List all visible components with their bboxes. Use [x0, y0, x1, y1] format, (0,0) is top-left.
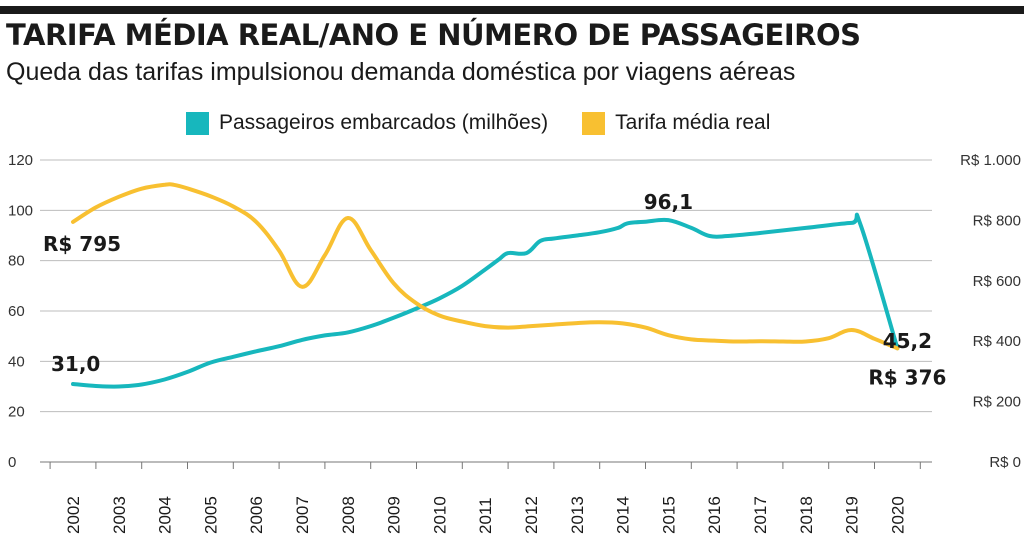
chart-subtitle: Queda das tarifas impulsionou demanda do… [6, 58, 796, 86]
x-tick-label: 2011 [476, 497, 495, 534]
x-tick-label: 2014 [614, 496, 633, 534]
x-tick-label: 2005 [201, 496, 220, 534]
top-rule [0, 6, 1024, 14]
x-tick-label: 2017 [751, 496, 770, 534]
data-label: R$ 795 [43, 232, 121, 256]
x-tick-label: 2020 [888, 496, 907, 534]
x-tick-label: 2013 [568, 496, 587, 534]
y-left-tick-label: 120 [8, 152, 33, 169]
y-left-tick-label: 100 [8, 202, 33, 219]
data-label: 45,2 [883, 329, 932, 353]
y-axis-left: 0 20 40 60 80 100 120 [8, 152, 33, 471]
x-tick-label: 2018 [797, 496, 816, 534]
x-tick-label: 2012 [522, 496, 541, 534]
legend-label-passageiros: Passageiros embarcados (milhões) [219, 111, 549, 134]
data-label: 31,0 [51, 352, 100, 376]
y-left-tick-label: 60 [8, 303, 25, 320]
y-right-tick-label: R$ 1.000 [960, 152, 1021, 169]
series-line-passageiros [71, 212, 900, 389]
gridlines [40, 159, 932, 463]
chart-title: TARIFA MÉDIA REAL/ANO E NÚMERO DE PASSAG… [6, 18, 861, 52]
x-axis: 2002 2003 2004 2005 2006 2007 2008 2009 2010 2011… [49, 462, 921, 534]
legend-item-tarifa: Tarifa média real [582, 111, 770, 135]
chart-legend: Passageiros embarcados (milhões) Tarifa … [186, 111, 804, 135]
y-left-tick-label: 80 [8, 253, 25, 270]
y-right-tick-label: R$ 600 [973, 273, 1021, 290]
legend-swatch-passageiros [186, 111, 209, 135]
x-tick-label: 2006 [247, 496, 266, 534]
series-line-tarifa [71, 182, 900, 351]
y-right-tick-label: R$ 0 [989, 454, 1021, 471]
y-right-tick-label: R$ 200 [973, 394, 1021, 411]
x-tick-label: 2015 [659, 496, 678, 534]
x-tick-label: 2019 [843, 496, 862, 534]
x-tick-label: 2003 [110, 496, 129, 534]
y-left-tick-label: 40 [8, 353, 25, 370]
data-label: R$ 376 [868, 365, 946, 389]
y-left-tick-label: 0 [8, 454, 16, 471]
data-labels: 31,0 96,1 45,2 R$ 795 R$ 376 [43, 190, 946, 389]
x-tick-label: 2008 [339, 496, 358, 534]
legend-item-passageiros: Passageiros embarcados (milhões) [186, 111, 548, 135]
x-tick-label: 2016 [705, 496, 724, 534]
y-axis-right: R$ 0 R$ 200 R$ 400 R$ 600 R$ 800 R$ 1.000 [960, 152, 1021, 471]
data-label: 96,1 [644, 190, 693, 214]
y-left-tick-label: 20 [8, 404, 25, 421]
x-tick-label: 2004 [156, 496, 175, 534]
x-tick-label: 2009 [385, 496, 404, 534]
y-right-tick-label: R$ 400 [973, 333, 1021, 350]
x-tick-label: 2002 [64, 496, 83, 534]
legend-label-tarifa: Tarifa média real [615, 111, 771, 134]
y-right-tick-label: R$ 800 [973, 212, 1021, 229]
x-tick-label: 2007 [293, 496, 312, 534]
x-tick-label: 2010 [430, 496, 449, 534]
series-lines [71, 182, 900, 389]
legend-swatch-tarifa [582, 111, 606, 135]
